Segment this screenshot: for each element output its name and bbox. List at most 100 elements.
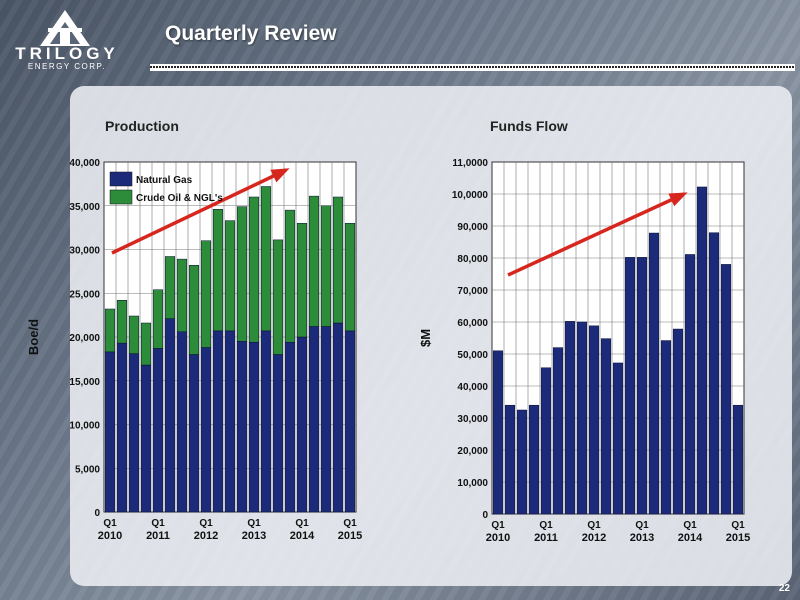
bar-crude-oil [176,258,188,332]
y-tick-label: 90,000 [457,222,488,233]
x-tick-label-year: 2013 [630,532,654,544]
title-divider [150,64,795,71]
bar-crude-oil [224,220,236,332]
bar-funds-flow [648,232,660,515]
bar-crude-oil [332,196,344,324]
x-tick-label-quarter: Q1 [539,520,553,531]
y-axis-label: Boe/d [26,319,41,355]
bar-funds-flow [528,404,540,515]
bar-funds-flow [636,257,648,515]
legend-label: Natural Gas [136,175,193,186]
trend-arrowhead [668,192,688,207]
page-title: Quarterly Review [165,22,337,45]
legend-label: Crude Oil & NGL's [136,193,223,204]
bar-crude-oil [200,240,212,348]
trend-arrow [507,192,685,277]
bar-crude-oil [128,315,140,354]
y-tick-label: 10,000 [457,478,488,489]
y-tick-label: 15,000 [69,377,100,388]
x-tick-label-year: 2011 [146,530,170,542]
x-tick-label-year: 2015 [338,530,362,542]
bar-funds-flow [624,257,636,515]
bar-crude-oil [344,223,356,332]
trend-arrow [111,168,287,255]
trend-arrowhead [270,168,290,183]
bar-crude-oil [188,265,200,355]
bar-crude-oil [152,289,164,349]
bar-funds-flow [600,338,612,515]
y-tick-label: 70,000 [457,286,488,297]
bar-crude-oil [272,239,284,355]
bar-funds-flow [504,404,516,515]
x-tick-label-year: 2010 [486,532,510,544]
production-chart-title: Production [105,118,179,134]
logo-subtitle: ENERGY CORP. [27,62,107,71]
x-tick-label-quarter: Q1 [103,518,117,529]
x-tick-label-quarter: Q1 [295,518,309,529]
bar-crude-oil [140,322,152,366]
y-tick-label: 30,000 [457,414,488,425]
bar-crude-oil [308,195,320,327]
bar-funds-flow [720,264,732,515]
x-tick-label-quarter: Q1 [731,520,745,531]
y-tick-label: 0 [482,510,488,521]
y-tick-label: 5,000 [75,464,100,475]
bar-funds-flow [672,328,684,515]
y-tick-label: 40,000 [457,382,488,393]
x-tick-label-year: 2012 [582,532,606,544]
bar-funds-flow [516,409,528,515]
x-tick-label-year: 2013 [242,530,266,542]
bar-crude-oil [248,196,260,343]
y-axis-label: $M [418,329,433,347]
logo-icon [40,10,90,46]
x-tick-label-quarter: Q1 [199,518,213,529]
bar-crude-oil [296,223,308,338]
x-tick-label-year: 2011 [534,532,558,544]
x-tick-label-year: 2014 [678,532,703,544]
y-tick-label: 35,000 [69,202,100,213]
y-tick-label: 50,000 [457,350,488,361]
x-tick-label-quarter: Q1 [247,518,261,529]
bar-crude-oil [116,300,128,344]
bar-funds-flow [576,321,588,515]
bar-funds-flow [660,340,672,515]
bar-funds-flow [696,186,708,515]
x-tick-label-quarter: Q1 [683,520,697,531]
y-tick-label: 20,000 [457,446,488,457]
bar-funds-flow [708,232,720,515]
y-tick-label: 10,000 [69,421,100,432]
x-tick-label-year: 2012 [194,530,218,542]
x-tick-label-year: 2015 [726,532,750,544]
bar-funds-flow [612,362,624,515]
x-tick-label-quarter: Q1 [343,518,357,529]
page-number: 22 [778,583,790,594]
legend-swatch-crude-oil [109,189,133,205]
x-tick-label-quarter: Q1 [491,520,505,531]
y-tick-label: 25,000 [69,289,100,300]
y-tick-label: 0 [94,508,100,519]
x-tick-label-quarter: Q1 [635,520,649,531]
bar-crude-oil [212,209,224,332]
x-tick-label-year: 2014 [290,530,315,542]
bar-funds-flow [564,321,576,515]
bar-funds-flow [588,325,600,515]
bar-crude-oil [164,256,176,319]
y-tick-label: 40,000 [69,158,100,169]
logo-name: TRILOGY [15,44,119,63]
y-tick-label: 11,0000 [452,158,488,169]
bar-crude-oil [260,186,272,332]
y-tick-label: 60,000 [457,318,488,329]
x-tick-label-quarter: Q1 [151,518,165,529]
y-tick-label: 10,0000 [452,190,489,201]
y-tick-label: 80,000 [457,254,488,265]
bar-crude-oil [104,308,116,353]
bar-funds-flow [492,350,504,515]
bar-crude-oil [236,206,248,342]
bar-funds-flow [684,254,696,515]
legend-swatch-natural-gas [109,171,133,187]
bar-funds-flow [552,347,564,515]
x-tick-label-year: 2010 [98,530,122,542]
bar-crude-oil [284,209,296,343]
